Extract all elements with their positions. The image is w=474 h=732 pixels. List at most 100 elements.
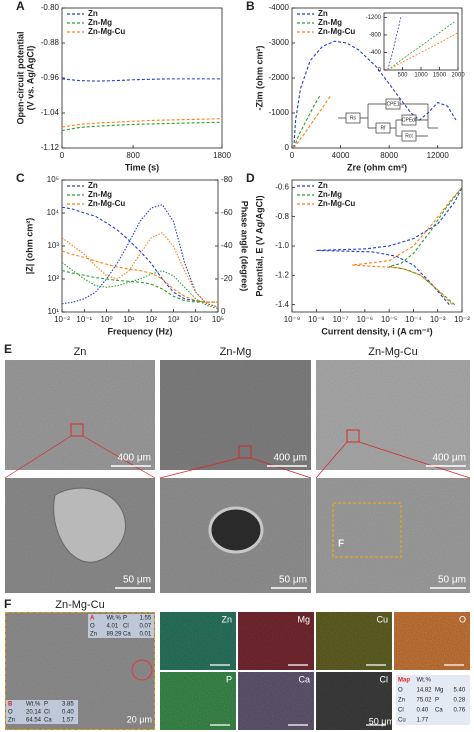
legend-label: Zn-Mg-Cu <box>88 27 125 36</box>
scale-label: 50 μm <box>438 575 466 586</box>
inset-box <box>332 502 402 558</box>
circuit-label: Rct <box>405 133 413 139</box>
y-tick-label: -1.2 <box>275 270 289 279</box>
zoom-box <box>238 445 252 459</box>
table-cell: Ca <box>44 718 52 724</box>
y-tick-label: -2000 <box>269 73 290 82</box>
y-tick-label: 0 <box>285 143 290 152</box>
y2-tick-label: 0 <box>221 307 226 316</box>
y-tick-label: 10¹ <box>47 307 59 316</box>
x-tick-label: 10⁻⁶ <box>357 315 373 324</box>
x-tick-label: 500 <box>397 73 408 79</box>
map-label: P <box>226 674 232 684</box>
map-label: Cu <box>376 614 388 624</box>
eds-map <box>238 672 314 730</box>
eds-map <box>316 672 392 730</box>
legend-label: Zn-Mg <box>88 18 112 27</box>
scale-label: 400 μm <box>117 453 151 464</box>
x-axis-label: Frequency (Hz) <box>107 326 172 336</box>
table-cell: 0.07 <box>140 624 152 630</box>
table-cell: O <box>398 688 403 694</box>
y-axis-label: Open-circuit potential <box>15 31 25 124</box>
circuit-element <box>401 130 417 142</box>
x-axis-label: Current density, i (A cm⁻²) <box>321 326 432 336</box>
x-tick-label: 10⁴ <box>190 315 203 324</box>
x-tick-label: 0 <box>60 151 65 160</box>
table-cell: 3.85 <box>62 702 74 708</box>
x-tick-label: 0 <box>290 151 295 160</box>
table-cell: 0.01 <box>140 632 152 638</box>
x-tick-label: 1800 <box>213 151 231 160</box>
table-cell: P <box>123 616 127 622</box>
table-cell: A <box>90 616 95 622</box>
y-tick-label: -4000 <box>269 3 290 12</box>
legend-label: Zn-Mg <box>88 190 112 199</box>
table-cell: Zn <box>8 718 15 724</box>
sem-image <box>5 360 155 470</box>
map-label: Cl <box>380 674 389 684</box>
inset-label: F <box>338 539 344 550</box>
circuit-wire <box>338 103 438 137</box>
table-cell: Cl <box>44 710 50 716</box>
series-line <box>61 270 218 303</box>
series-line <box>352 186 463 306</box>
point-marker <box>131 659 153 681</box>
y-tick-label: 10⁵ <box>47 175 59 184</box>
y-tick-label: -1000 <box>269 108 290 117</box>
circuit: Rs CPE1 Rf CPEdl Rct <box>338 98 438 142</box>
x-axis-label: Zre (ohm cm²) <box>347 162 407 172</box>
eds-map <box>160 672 236 730</box>
x-tick-label: 10³ <box>168 315 180 324</box>
x-tick-label: 10⁻³ <box>430 315 446 324</box>
legend-label: Zn-Mg-Cu <box>318 199 355 208</box>
scale-label: 50 μm <box>123 575 151 586</box>
table-cell: Zn <box>90 632 97 638</box>
y-tick-label: -0.88 <box>41 38 60 47</box>
table-cell: 5.40 <box>454 688 466 694</box>
sem-image <box>160 360 311 470</box>
panel-label: F <box>4 597 11 611</box>
x-tick-label: 10⁻⁵ <box>381 315 397 324</box>
table-cell: O <box>8 710 13 716</box>
scale-label: 400 μm <box>273 453 307 464</box>
eds-map <box>160 612 236 670</box>
table-cell: 64.54 <box>26 718 42 724</box>
y-tick-label: -0.80 <box>41 3 60 12</box>
x-tick-label: 12000 <box>427 151 450 160</box>
x-tick-label: 10⁻⁴ <box>405 315 422 324</box>
y-tick-label: 10³ <box>47 241 59 250</box>
scale-label: 400 μm <box>432 453 466 464</box>
sem-image <box>316 360 470 470</box>
x-tick-label: 10¹ <box>123 315 135 324</box>
x-tick-label: 10⁻⁸ <box>308 315 325 324</box>
table-cell: 75.02 <box>417 698 433 704</box>
table-bg <box>88 614 154 638</box>
series-line <box>61 204 219 308</box>
legend-label: Zn-Mg <box>318 190 342 199</box>
plot-frame <box>61 179 219 313</box>
table-cell: Wt.% <box>417 678 432 684</box>
table-cell: Map <box>398 678 410 684</box>
y-tick-label: -800 <box>369 33 382 39</box>
table-cell: O <box>90 624 95 630</box>
x-axis-label: Time (s) <box>125 162 159 172</box>
pit <box>208 506 264 554</box>
x-tick-label: 10² <box>145 315 157 324</box>
plot-frame <box>383 12 459 71</box>
legend-label: Zn <box>88 9 98 18</box>
panel-label: C <box>16 171 25 185</box>
map-label: Mg <box>297 614 310 624</box>
table-cell: B <box>8 702 13 708</box>
circuit-label: Rs <box>350 115 357 121</box>
table-bg <box>6 700 78 724</box>
y2-tick-label: -20 <box>221 274 233 283</box>
circuit-element <box>401 114 417 126</box>
legend-label: Zn <box>318 9 328 18</box>
circuit-element <box>385 98 401 110</box>
table-cell: 0.40 <box>62 710 74 716</box>
eds-map <box>316 612 392 670</box>
legend-label: Zn <box>318 181 328 190</box>
table-cell: Zn <box>398 698 405 704</box>
table-cell: Wt.% <box>26 702 41 708</box>
x-tick-label: 10⁰ <box>101 315 113 324</box>
